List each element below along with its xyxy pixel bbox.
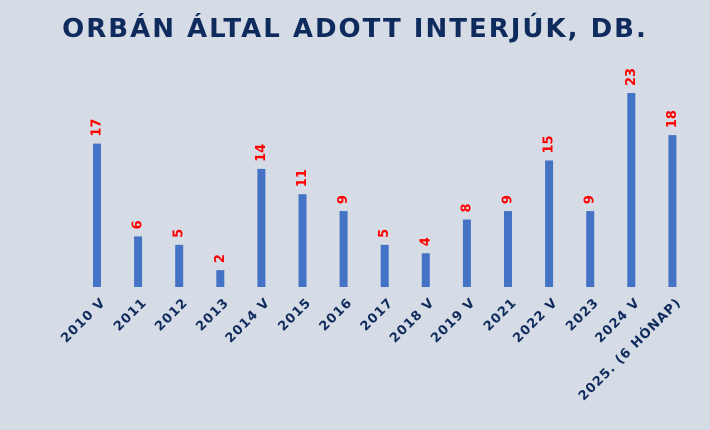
bar (93, 143, 101, 287)
bar (339, 211, 348, 287)
chart-title: ORBÁN ÁLTAL ADOTT INTERJÚK, DB. (62, 14, 648, 44)
data-label: 5 (172, 229, 187, 238)
bar (298, 194, 307, 287)
bar (421, 253, 430, 287)
x-tick-label: 2012 (152, 295, 191, 334)
x-tick-label: 2023 (563, 295, 602, 334)
data-label: 18 (665, 110, 680, 128)
bar (545, 160, 554, 287)
data-label: 9 (501, 195, 516, 204)
data-label: 17 (90, 119, 105, 137)
x-tick-label: 2010 V (58, 295, 109, 346)
bar (462, 219, 471, 287)
data-label: 11 (295, 169, 310, 187)
bar (586, 211, 595, 287)
data-label: 14 (254, 144, 269, 162)
data-label: 15 (542, 135, 557, 153)
bar (668, 135, 677, 287)
x-tick-label: 2021 (481, 295, 520, 334)
bar (175, 244, 184, 287)
data-label: 5 (377, 229, 392, 238)
bar (504, 211, 512, 287)
bar (216, 270, 225, 287)
data-label: 4 (418, 237, 433, 246)
data-label: 2 (213, 254, 228, 263)
bar (134, 236, 143, 287)
bar (380, 244, 389, 287)
x-tick-label: 2014 V (223, 295, 274, 346)
bar (627, 93, 636, 287)
bar (257, 168, 266, 287)
data-label: 9 (583, 195, 598, 204)
x-tick-label: 2011 (111, 295, 150, 334)
data-label: 23 (624, 68, 639, 86)
x-tick-label: 2016 (317, 295, 356, 334)
x-tick-label: 2017 (358, 295, 397, 334)
x-tick-label: 2019 V (428, 295, 479, 346)
x-tick-label: 2022 V (510, 295, 561, 346)
data-label: 8 (459, 203, 474, 212)
x-tick-label: 2013 (193, 295, 232, 334)
data-label: 9 (336, 195, 351, 204)
data-label: 6 (131, 220, 146, 229)
x-tick-label: 2015 (276, 295, 315, 334)
